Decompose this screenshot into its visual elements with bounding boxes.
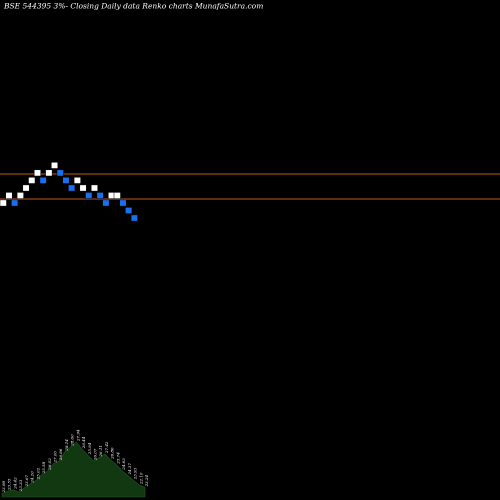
volume-label: 23.24 (144, 474, 149, 487)
renko-brick-up (45, 169, 53, 177)
renko-brick-up (33, 169, 41, 177)
renko-brick-down (68, 184, 76, 192)
renko-brick-down (56, 169, 64, 177)
volume-label: 28.14 (64, 439, 69, 452)
renko-brick-up (16, 192, 24, 199)
volume-label: 27.00 (53, 451, 58, 464)
volume-label: 23.55 (7, 478, 12, 491)
volume-label: 27.42 (104, 441, 109, 454)
renko-brick-up (28, 177, 36, 184)
renko-brick-up (0, 199, 7, 207)
volume-label: 25.02 (35, 467, 40, 480)
renko-brick-down (102, 199, 110, 207)
renko-brick-down (11, 199, 19, 207)
renko-bricks (0, 162, 138, 222)
volume-area (1, 441, 146, 498)
renko-brick-up (79, 184, 87, 192)
renko-brick-down (119, 199, 127, 207)
volume-label: 24.37 (127, 463, 132, 476)
renko-brick-down (85, 192, 93, 199)
volume-label: 22.10 (138, 472, 143, 485)
volume-label: 26.44 (81, 436, 86, 449)
volume-label: 27.94 (75, 429, 80, 442)
volume-label: 26.86 (110, 447, 115, 460)
volume-label: 26.02 (47, 458, 52, 471)
renko-brick-up (51, 162, 59, 169)
volume-label: 24.20 (30, 471, 35, 484)
volume-panel (1, 441, 146, 498)
volume-label: 24.42 (12, 477, 17, 490)
volume-label: 25.94 (87, 442, 92, 455)
renko-brick-down (39, 177, 47, 184)
renko-brick-down (62, 177, 70, 184)
renko-brick-up (73, 177, 81, 184)
volume-label: 26.86 (58, 448, 63, 461)
renko-brick-up (90, 184, 98, 192)
volume-label: 23.33 (18, 479, 23, 492)
volume-label: 26.11 (98, 445, 103, 457)
renko-brick-down (130, 214, 138, 222)
renko-brick-up (22, 184, 30, 192)
volume-label: 23.67 (24, 474, 29, 487)
volume-label: 25.74 (115, 452, 120, 465)
volume-labels: 23.98 23.55 24.42 23.33 23.67 24.20 25.0225.58… (1, 429, 149, 493)
volume-label: 28.60 (70, 434, 75, 447)
renko-brick-down (96, 192, 104, 199)
volume-label: 26.07 (93, 448, 98, 461)
volume-label: 23.98 (1, 480, 6, 493)
renko-brick-down (125, 207, 133, 214)
renko-brick-up (113, 192, 121, 199)
volume-label: 24.63 (121, 458, 126, 471)
volume-label: 25.58 (41, 461, 46, 474)
chart-title: BSE 544395 3%- Closing Daily data Renko … (3, 2, 263, 11)
renko-brick-up (5, 192, 13, 199)
level-lines (0, 173, 500, 200)
volume-label: 23.93 (133, 467, 138, 480)
